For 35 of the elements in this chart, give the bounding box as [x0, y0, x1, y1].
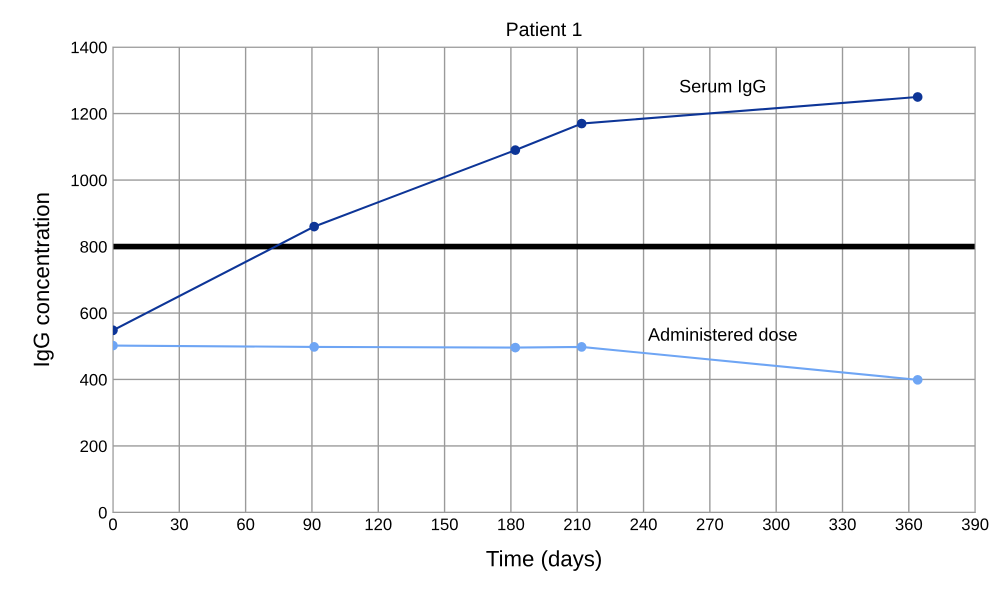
- point: [510, 145, 520, 156]
- y-tick-label: 0: [98, 506, 107, 519]
- y-axis-title: IgG concentration: [32, 194, 54, 366]
- x-tick-label: 270: [696, 518, 724, 530]
- y-tick-label: 800: [80, 240, 107, 253]
- x-tick-label: 300: [762, 518, 790, 530]
- y-tick-label: 400: [80, 374, 107, 386]
- x-tick-label: 240: [630, 518, 657, 530]
- x-tick-label: 330: [829, 518, 856, 530]
- y-tick-label: 1400: [72, 42, 107, 54]
- x-axis-title: Time (days): [486, 550, 601, 571]
- point: [309, 222, 320, 232]
- point: [912, 374, 923, 385]
- y-tick-label: 1000: [72, 174, 107, 186]
- x-tick-label: 30: [170, 518, 188, 530]
- x-tick-label: 150: [432, 518, 458, 530]
- y-tick-label: 200: [80, 440, 107, 452]
- y-tick-label: 1200: [72, 108, 107, 120]
- x-tick-label: 0: [108, 518, 117, 530]
- point: [576, 342, 586, 352]
- series-label: Serum IgG: [680, 80, 766, 96]
- x-tick-label: 120: [366, 518, 392, 530]
- x-tick-label: 390: [962, 518, 988, 530]
- point: [912, 92, 923, 102]
- point: [309, 342, 320, 352]
- x-tick-label: 90: [303, 518, 321, 530]
- chart-title: Patient 1: [507, 22, 582, 36]
- point: [576, 118, 586, 128]
- series-label: Administered dose: [648, 328, 797, 341]
- x-tick-label: 210: [564, 518, 590, 530]
- point: [510, 342, 520, 352]
- y-tick-label: 600: [80, 307, 107, 320]
- x-tick-label: 180: [498, 518, 524, 530]
- x-tick-label: 60: [237, 518, 254, 530]
- x-tick-label: 360: [896, 518, 922, 530]
